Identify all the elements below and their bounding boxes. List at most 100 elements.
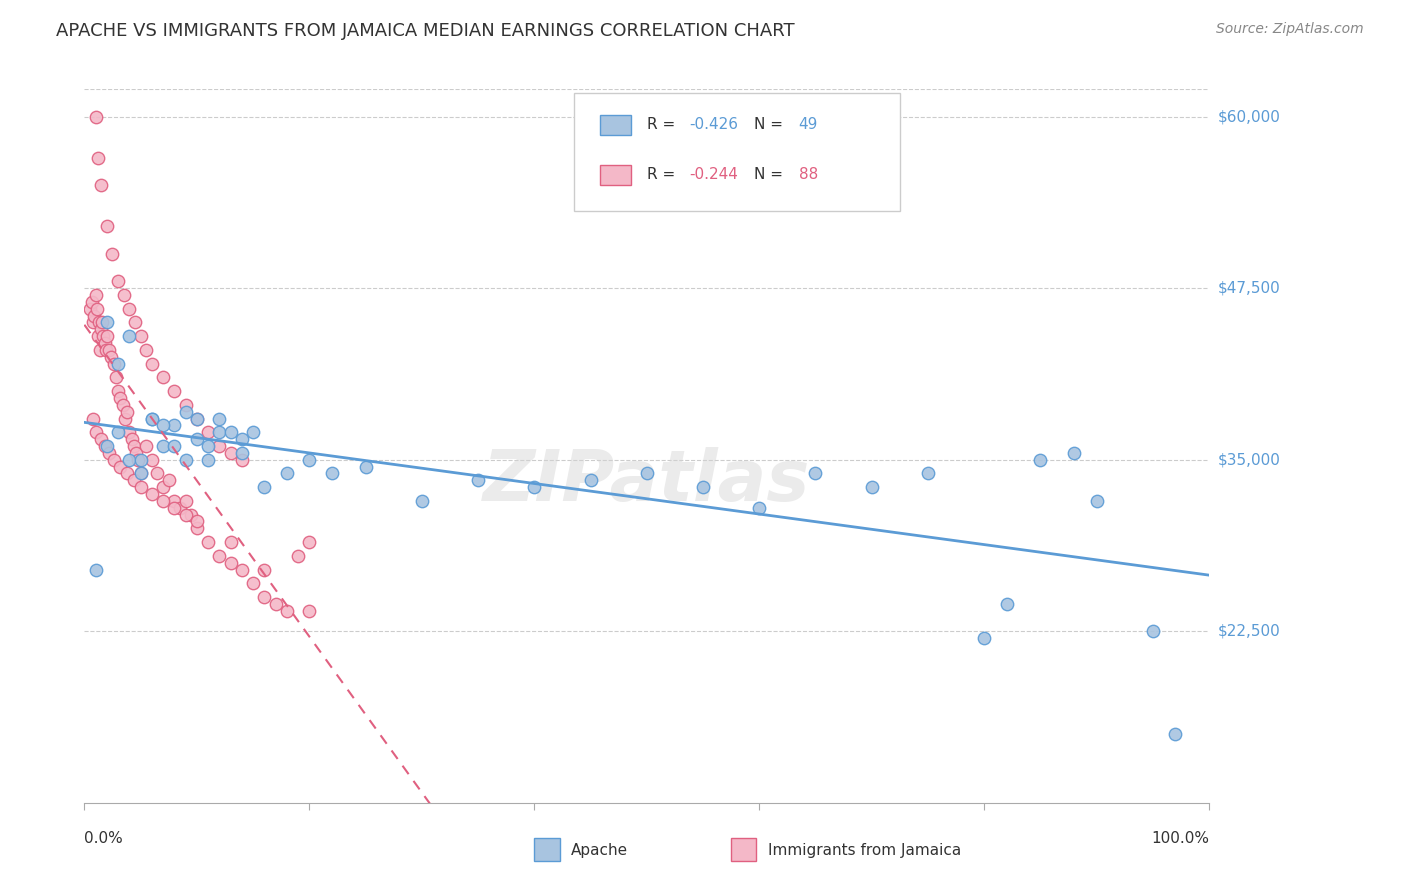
Point <box>110 391 132 405</box>
Point <box>107 425 129 440</box>
FancyBboxPatch shape <box>599 115 631 135</box>
Point <box>186 432 208 446</box>
Point <box>98 343 121 357</box>
Point <box>129 467 152 481</box>
Point <box>276 467 298 481</box>
Point <box>692 480 714 494</box>
Point <box>1029 452 1052 467</box>
Point <box>135 343 157 357</box>
Point <box>114 411 136 425</box>
Point <box>197 425 219 440</box>
Point <box>579 473 602 487</box>
Point <box>129 467 152 481</box>
Point <box>208 425 231 440</box>
Point <box>141 411 163 425</box>
Point <box>152 480 174 494</box>
Point <box>1164 727 1187 741</box>
Point <box>93 336 115 351</box>
Point <box>122 439 145 453</box>
Point <box>122 473 145 487</box>
Point <box>163 384 186 398</box>
Point <box>90 178 112 193</box>
Point <box>523 480 546 494</box>
Point <box>115 467 138 481</box>
Point <box>90 322 112 336</box>
Text: APACHE VS IMMIGRANTS FROM JAMAICA MEDIAN EARNINGS CORRELATION CHART: APACHE VS IMMIGRANTS FROM JAMAICA MEDIAN… <box>56 22 794 40</box>
Point <box>253 590 276 604</box>
Point <box>146 467 169 481</box>
Point <box>94 343 117 357</box>
Point <box>253 562 276 576</box>
Point <box>107 384 129 398</box>
Point <box>141 487 163 501</box>
Point <box>1142 624 1164 639</box>
Point <box>135 439 157 453</box>
Point <box>804 467 827 481</box>
Point <box>125 446 148 460</box>
Point <box>321 467 343 481</box>
Point <box>231 452 253 467</box>
Point <box>219 446 242 460</box>
Text: 49: 49 <box>799 118 818 132</box>
Point <box>298 535 321 549</box>
Text: $22,500: $22,500 <box>1218 624 1281 639</box>
Text: -0.426: -0.426 <box>689 118 738 132</box>
Text: R =: R = <box>647 118 681 132</box>
Point <box>636 467 658 481</box>
Point <box>124 316 146 330</box>
Point <box>141 411 163 425</box>
Point <box>152 439 174 453</box>
Point <box>186 411 208 425</box>
Point <box>84 425 107 440</box>
Text: 0.0%: 0.0% <box>84 831 124 847</box>
Point <box>96 316 118 330</box>
Point <box>84 288 107 302</box>
Text: 100.0%: 100.0% <box>1152 831 1209 847</box>
Text: -0.244: -0.244 <box>689 168 738 182</box>
Text: $47,500: $47,500 <box>1218 281 1281 295</box>
Point <box>208 439 231 453</box>
Point <box>152 494 174 508</box>
Point <box>118 301 141 316</box>
Point <box>118 329 141 343</box>
Point <box>186 521 208 535</box>
Point <box>411 494 433 508</box>
Point <box>141 452 163 467</box>
Point <box>995 597 1018 611</box>
Point <box>163 500 186 515</box>
Text: Apache: Apache <box>571 843 628 857</box>
Point <box>107 274 129 288</box>
Point <box>129 452 152 467</box>
Point <box>111 398 134 412</box>
Point <box>163 494 186 508</box>
Point <box>100 350 122 364</box>
Point <box>197 535 219 549</box>
Point <box>298 604 321 618</box>
Point <box>107 357 129 371</box>
Text: R =: R = <box>647 168 681 182</box>
Point <box>208 411 231 425</box>
Point <box>91 316 114 330</box>
Point <box>186 411 208 425</box>
Point <box>917 467 939 481</box>
Point <box>174 508 197 522</box>
Text: N =: N = <box>754 168 787 182</box>
Point <box>1063 446 1085 460</box>
Point <box>129 329 152 343</box>
Point <box>276 604 298 618</box>
Point <box>231 446 253 460</box>
Point <box>129 480 152 494</box>
Point <box>157 473 180 487</box>
Point <box>748 500 770 515</box>
Point <box>152 418 174 433</box>
Text: ZIPatlas: ZIPatlas <box>484 447 810 516</box>
Point <box>174 398 197 412</box>
Point <box>112 288 135 302</box>
FancyBboxPatch shape <box>599 165 631 185</box>
Point <box>860 480 883 494</box>
Point <box>83 309 105 323</box>
Point <box>231 432 253 446</box>
Point <box>242 425 264 440</box>
Point <box>186 515 208 529</box>
FancyBboxPatch shape <box>574 93 900 211</box>
